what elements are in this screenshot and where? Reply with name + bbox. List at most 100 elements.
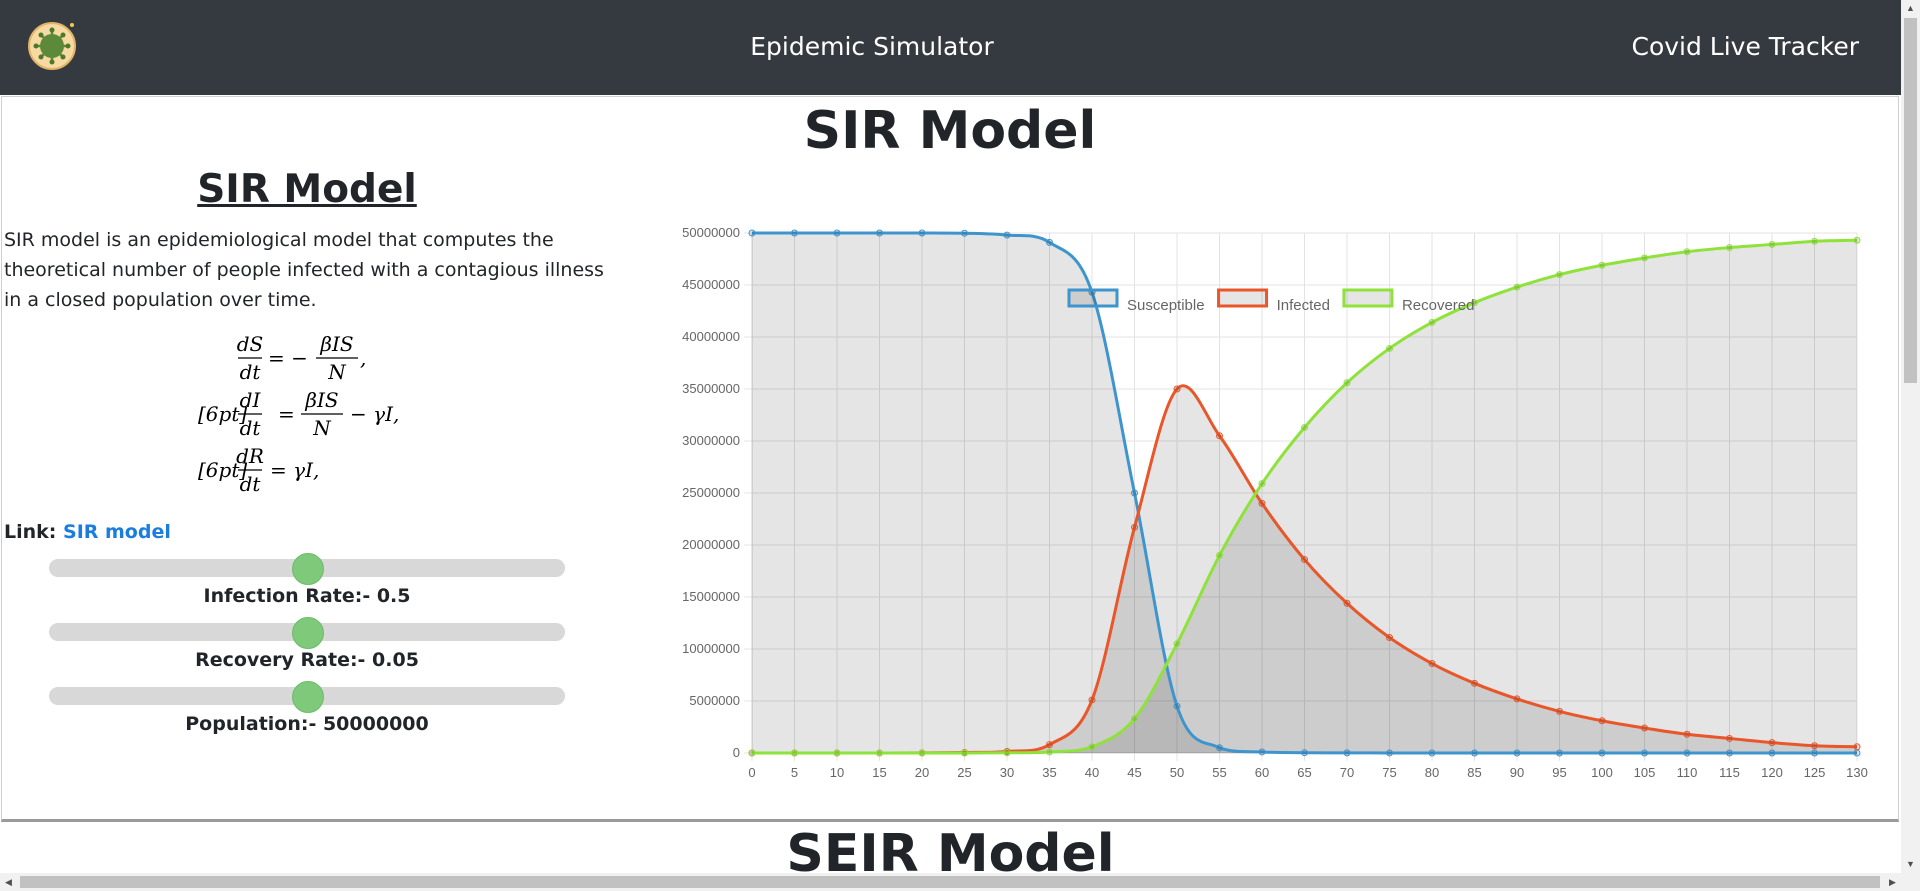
x-tick-label: 90 — [1510, 765, 1524, 780]
data-point — [1428, 749, 1436, 757]
slider-thumb[interactable] — [292, 681, 324, 713]
data-point — [1726, 749, 1733, 757]
series-line-recovered — [751, 238, 1858, 755]
x-tick-label: 70 — [1340, 765, 1354, 780]
x-tick-label: 100 — [1591, 765, 1613, 780]
data-point — [833, 749, 841, 757]
eq1-rhs-denominator: N — [327, 360, 347, 384]
legend-swatch-recovered — [1342, 288, 1394, 308]
x-tick-label: 80 — [1425, 765, 1439, 780]
y-tick-label: 5000000 — [689, 693, 740, 708]
data-point — [1513, 695, 1521, 703]
x-tick-label: 130 — [1846, 765, 1868, 780]
scroll-right-icon[interactable]: ▶ — [1889, 877, 1896, 887]
navbar: Epidemic Simulator Covid Live Tracker — [0, 0, 1901, 95]
eq1-lhs-denominator: dt — [240, 360, 262, 384]
data-point — [1258, 499, 1266, 507]
data-point — [1641, 749, 1648, 757]
eq1-rhs-numerator: βIS — [319, 332, 353, 356]
legend-label-susceptible: Susceptible — [1127, 297, 1205, 314]
data-point — [1216, 432, 1223, 440]
eq2-rhs-numerator: βIS — [304, 388, 338, 412]
data-point — [1768, 749, 1776, 757]
scroll-up-icon[interactable]: ▲ — [1906, 3, 1915, 13]
eq2-equals: = — [278, 402, 295, 426]
series-line-susceptible — [751, 231, 1857, 755]
legend-label-recovered: Recovered — [1402, 297, 1475, 314]
y-tick-label: 10000000 — [682, 641, 740, 656]
y-tick-label: 45000000 — [682, 277, 740, 292]
data-point — [1513, 749, 1521, 757]
eq1-equals: = − — [268, 346, 308, 370]
x-tick-label: 125 — [1804, 765, 1826, 780]
data-point — [791, 749, 798, 757]
data-point — [961, 229, 968, 237]
slider-thumb[interactable] — [292, 553, 324, 585]
x-tick-label: 60 — [1255, 765, 1269, 780]
sir-model-link[interactable]: SIR model — [63, 521, 171, 543]
eq2-lhs-numerator: dI — [240, 388, 262, 412]
horizontal-scroll-thumb[interactable] — [20, 876, 1880, 888]
data-point — [1343, 379, 1351, 387]
legend-label-infected: Infected — [1277, 297, 1330, 314]
x-tick-label: 55 — [1212, 765, 1226, 780]
data-point — [1003, 749, 1011, 757]
data-point — [1386, 749, 1393, 757]
data-point — [1641, 254, 1648, 262]
data-point — [748, 229, 756, 237]
vertical-scrollbar[interactable]: ▲ ▼ — [1901, 0, 1920, 873]
x-tick-label: 5 — [791, 765, 798, 780]
y-tick-label: 30000000 — [682, 433, 740, 448]
data-point — [1046, 238, 1053, 246]
recovery-rate-label: Recovery Rate:- 0.05 — [195, 649, 419, 671]
data-point — [1811, 749, 1818, 757]
data-point — [1726, 734, 1733, 742]
sir-model-section: SIR Model SIR Model SIR model is an epid… — [1, 96, 1899, 822]
data-point — [1683, 248, 1691, 256]
data-point — [1258, 748, 1266, 756]
data-point — [1258, 480, 1266, 488]
data-point — [1556, 749, 1563, 757]
data-point — [961, 749, 968, 757]
covid-live-tracker-link[interactable]: Covid Live Tracker — [1631, 32, 1860, 61]
y-tick-label: 40000000 — [682, 329, 740, 344]
data-point — [1513, 283, 1521, 291]
x-tick-label: 15 — [872, 765, 886, 780]
app-title[interactable]: Epidemic Simulator — [750, 32, 994, 61]
scroll-left-icon[interactable]: ◀ — [5, 877, 12, 887]
horizontal-scrollbar[interactable]: ◀ ▶ — [0, 873, 1920, 891]
series-area-susceptible — [752, 233, 1857, 753]
data-point — [1853, 743, 1861, 751]
slider-thumb[interactable] — [292, 617, 324, 649]
x-tick-label: 45 — [1127, 765, 1141, 780]
model-description: SIR model is an epidemiological model th… — [4, 229, 604, 311]
x-tick-label: 20 — [915, 765, 929, 780]
model-info-panel: SIR Model SIR model is an epidemiologica… — [2, 167, 612, 817]
data-point — [1598, 717, 1606, 725]
data-point — [1811, 742, 1818, 750]
vertical-scroll-thumb[interactable] — [1904, 18, 1917, 383]
x-tick-label: 65 — [1297, 765, 1311, 780]
y-tick-label: 15000000 — [682, 589, 740, 604]
data-point — [1131, 715, 1138, 723]
data-point — [918, 229, 926, 237]
scroll-down-icon[interactable]: ▼ — [1906, 859, 1915, 869]
data-point — [1471, 749, 1478, 757]
y-tick-label: 0 — [733, 745, 740, 760]
y-tick-label: 20000000 — [682, 537, 740, 552]
sir-equations: dS dt = − βIS N , [6pt] dI dt = βIS N − … — [198, 332, 399, 496]
data-point — [1768, 240, 1776, 248]
data-point — [1301, 556, 1308, 564]
data-point — [1853, 749, 1861, 757]
data-point — [1556, 707, 1563, 715]
data-point — [876, 749, 883, 757]
x-tick-label: 30 — [1000, 765, 1014, 780]
x-tick-label: 120 — [1761, 765, 1783, 780]
eq3-lhs-numerator: dR — [236, 444, 264, 468]
infection-rate-label: Infection Rate:- 0.5 — [203, 585, 411, 607]
data-point — [1131, 523, 1138, 531]
data-point — [918, 749, 926, 757]
legend-swatch-infected — [1217, 288, 1269, 308]
virus-logo-icon[interactable] — [27, 21, 77, 71]
series-area-recovered — [752, 240, 1857, 753]
